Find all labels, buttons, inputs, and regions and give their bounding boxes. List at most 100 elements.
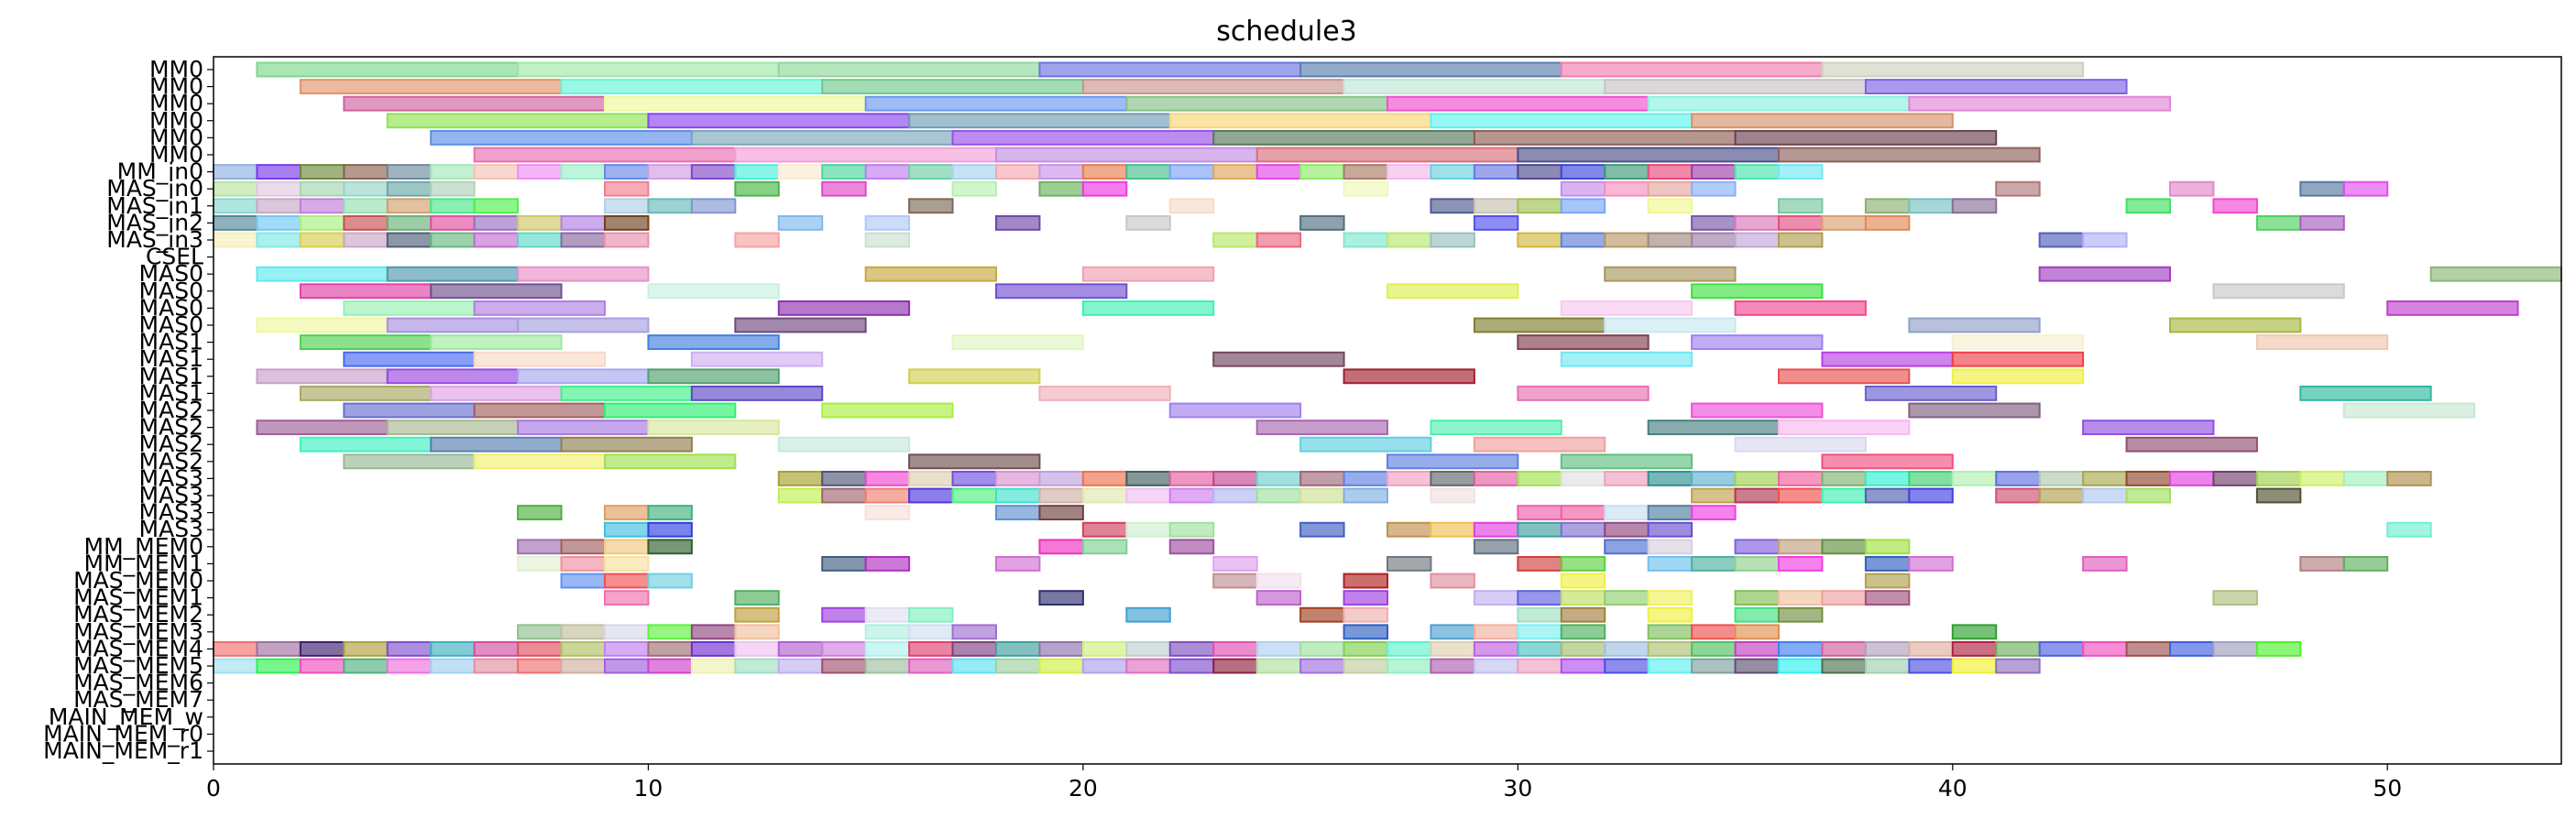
task-bar: [908, 658, 954, 674]
task-bar: [1560, 606, 1606, 623]
task-bar: [1864, 555, 1911, 572]
task-bar: [1647, 505, 1694, 521]
task-bar: [604, 232, 650, 248]
x-tick-label: 0: [206, 775, 221, 802]
task-bar: [821, 79, 1084, 94]
task-bar: [1778, 658, 1824, 674]
task-bar: [1125, 470, 1171, 486]
task-bar: [1691, 113, 1954, 129]
task-bar: [1951, 351, 2085, 367]
task-bar: [647, 573, 693, 589]
task-bar: [517, 658, 563, 674]
task-bar: [2169, 317, 2302, 333]
task-bar: [864, 232, 911, 248]
task-bar: [517, 266, 650, 282]
task-bar: [1125, 640, 1171, 657]
task-bar: [908, 198, 954, 214]
task-bar: [256, 368, 389, 385]
task-bar: [1734, 658, 1780, 674]
task-bar: [2169, 180, 2215, 197]
task-bar: [1255, 640, 1302, 657]
task-bar: [1299, 606, 1345, 623]
task-bar: [2125, 198, 2172, 214]
task-bar: [1560, 470, 1606, 486]
task-bar: [299, 436, 433, 453]
task-bar: [951, 624, 997, 640]
x-tick-label: 20: [1069, 775, 1098, 802]
task-bar: [1473, 521, 1519, 538]
task-bar: [343, 402, 476, 419]
y-tick-label: MAS_MEM6: [73, 670, 203, 696]
task-bar: [908, 624, 954, 640]
task-bar: [1387, 470, 1432, 486]
task-bar: [1560, 521, 1606, 538]
task-bar: [1560, 453, 1694, 470]
task-bar: [1821, 61, 2085, 78]
task-bar: [1343, 79, 1606, 94]
task-bar: [213, 164, 258, 180]
task-bar: [1647, 658, 1694, 674]
task-bar: [1604, 521, 1650, 538]
task-bar: [2038, 487, 2085, 504]
task-bar: [1691, 334, 1824, 351]
task-bar: [2125, 470, 2172, 486]
task-bar: [1864, 573, 1911, 589]
task-bar: [343, 180, 389, 197]
task-bar: [1517, 606, 1562, 623]
task-bar: [1473, 214, 1519, 231]
task-bar: [604, 539, 650, 555]
task-bar: [386, 368, 520, 385]
task-bar: [1691, 180, 1737, 197]
task-bar: [2125, 640, 2172, 657]
task-bar: [1430, 487, 1475, 504]
y-tick-label: MAS1: [139, 363, 203, 389]
task-bar: [864, 214, 911, 231]
task-bar: [995, 505, 1041, 521]
task-bar: [1691, 232, 1737, 248]
task-bar: [1995, 180, 2041, 197]
task-bar: [1734, 214, 1780, 231]
task-bar: [1387, 658, 1432, 674]
task-bar: [1734, 555, 1780, 572]
task-bar: [734, 590, 780, 606]
task-bar: [299, 198, 345, 214]
task-bar: [647, 164, 693, 180]
y-tick-label: MAS_MEM0: [73, 567, 203, 594]
task-bar: [1343, 606, 1388, 623]
task-bar: [1647, 539, 1694, 555]
task-bar: [1387, 555, 1432, 572]
task-bar: [1604, 640, 1650, 657]
task-bar: [1255, 658, 1302, 674]
task-bar: [1473, 129, 1737, 146]
task-bar: [1168, 470, 1215, 486]
task-bar: [908, 113, 1171, 129]
task-bar: [430, 640, 476, 657]
task-bar: [995, 164, 1041, 180]
task-bar: [1125, 164, 1171, 180]
task-bar: [343, 658, 389, 674]
task-bar: [1995, 658, 2041, 674]
task-bar: [2212, 198, 2258, 214]
y-tick-label: CSEL: [146, 244, 203, 270]
y-tick-label: MAS3: [139, 464, 203, 491]
task-bar: [908, 640, 954, 657]
x-axis: 0 10 20 30 40 50: [206, 764, 2402, 802]
task-bar: [647, 521, 693, 538]
task-bar: [2038, 232, 2085, 248]
task-bar: [1081, 266, 1215, 282]
task-bar: [1168, 658, 1215, 674]
task-bar: [1647, 640, 1694, 657]
task-bar: [604, 573, 650, 589]
task-bar: [1604, 470, 1650, 486]
task-bar: [734, 606, 780, 623]
task-bar: [2212, 640, 2258, 657]
y-tick-label: MM0: [149, 73, 203, 100]
task-bar: [1255, 147, 1519, 163]
task-bar: [1168, 521, 1215, 538]
y-tick-label: MAS_MEM1: [73, 584, 203, 611]
task-bar: [951, 640, 997, 657]
task-bar: [864, 658, 911, 674]
task-bar: [1081, 180, 1128, 197]
task-bar: [1560, 573, 1606, 589]
task-bar: [343, 640, 389, 657]
